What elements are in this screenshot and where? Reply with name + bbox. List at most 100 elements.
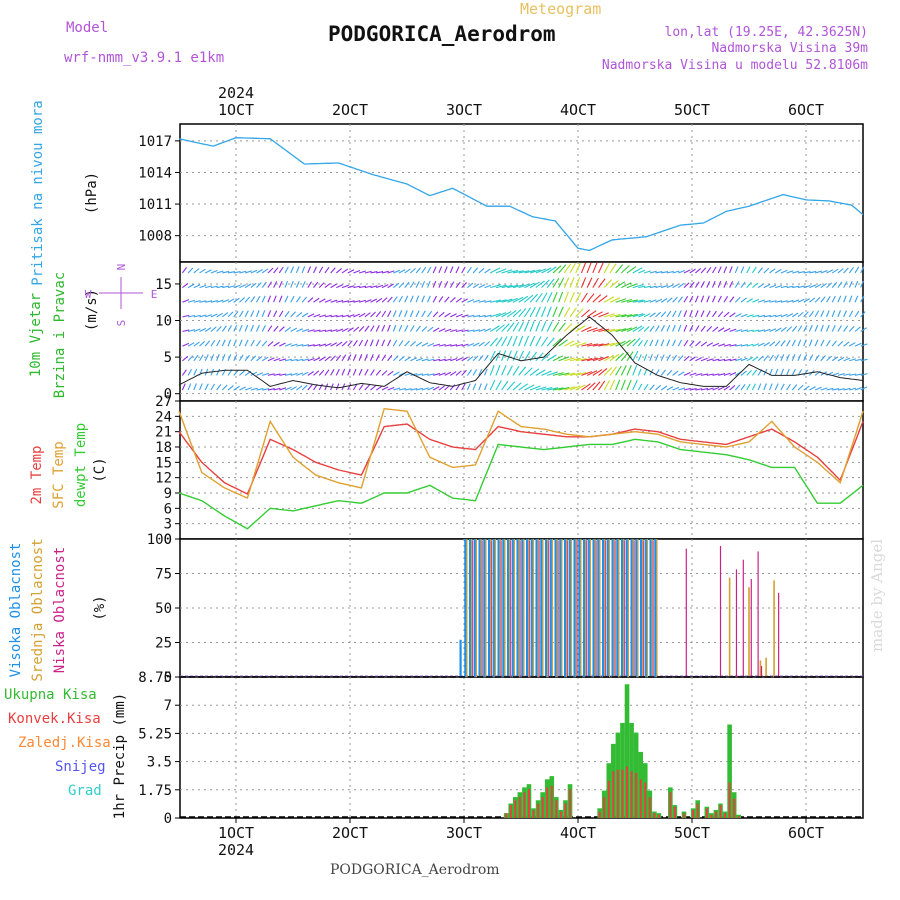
wind-arrow-14	[187, 342, 195, 347]
wind-arrow-738	[649, 270, 657, 274]
wind-arrow-729	[643, 270, 651, 274]
wind-arrow-600	[558, 356, 570, 362]
wind-arrow-559	[535, 280, 545, 289]
wind-arrow-201	[307, 313, 315, 318]
wind-arrow-376	[416, 373, 424, 376]
wind-arrow-868	[729, 328, 737, 333]
wind-arrow-212	[313, 343, 321, 347]
precip-conv-bar-20	[621, 769, 624, 818]
wind-arrow-113	[250, 339, 255, 347]
wind-arrow-76	[227, 325, 232, 332]
wind-arrow-382	[421, 326, 428, 332]
wind-arrow-828	[706, 266, 712, 274]
wind-arrow-662	[598, 343, 610, 347]
wind-arrow-810	[695, 268, 702, 274]
wind-arrow-970	[791, 368, 796, 376]
wind-arrow-94	[238, 324, 243, 332]
wind-arrow-1014	[820, 355, 826, 362]
wind-arrow-435	[455, 313, 463, 318]
wind-arrow-567	[541, 267, 552, 274]
wind-arrow-314	[375, 385, 383, 391]
wind-arrow-924	[763, 355, 769, 362]
cloud-high-bar-6	[487, 539, 491, 677]
wind-arrow-303	[370, 354, 374, 361]
wind-arrow-640	[586, 277, 593, 288]
wind-arrow-717	[632, 350, 639, 362]
cloud-high-bar-3	[473, 539, 476, 677]
wind-arrow-354	[404, 310, 408, 318]
wind-arrow-189	[301, 266, 306, 274]
wind-arrow-93	[238, 310, 244, 318]
wind-arrow-734	[643, 339, 649, 347]
wind-arrow-404	[432, 386, 440, 391]
wind-arrow-57	[216, 312, 223, 318]
wind-arrow-73	[227, 285, 235, 289]
wind-arrow-32	[199, 340, 205, 347]
precip-total-bar-21	[624, 684, 630, 818]
wind-arrow-20	[193, 300, 201, 303]
wind-arrow-711	[632, 267, 643, 274]
wind-arrow-173	[290, 295, 295, 303]
cloud-high-bar-19	[549, 539, 552, 677]
wind-arrow-578	[546, 292, 553, 303]
wind-arrow-123	[256, 356, 263, 362]
wind-arrow-330	[387, 354, 393, 362]
wind-arrow-691	[615, 365, 622, 376]
wind-arrow-502	[495, 364, 501, 376]
wind-arrow-256	[341, 327, 349, 332]
wind-arrow-60	[216, 354, 220, 361]
wind-arrow-884	[740, 297, 747, 303]
top-xtick-3: 4OCT	[560, 101, 596, 119]
wind-arrow-903	[752, 314, 760, 318]
wind-arrow-779	[672, 339, 676, 347]
cloud-mid-bar-21	[561, 539, 563, 677]
wind-arrow-773	[666, 386, 674, 391]
wind-arrow-251	[335, 383, 340, 391]
cloud-mid-bar-15	[532, 539, 535, 677]
wind-arrow-181	[295, 280, 300, 288]
ytick-label-cloud-0: 100	[147, 532, 172, 548]
precip-conv-bar-3	[518, 797, 521, 818]
wind-arrow-282	[358, 312, 366, 318]
wind-arrow-547	[524, 367, 533, 376]
wind-arrow-893	[746, 298, 754, 303]
wind-arrow-633	[581, 309, 591, 318]
precip-conv-bar-16	[603, 797, 606, 818]
cloud-low-bar-18	[548, 540, 550, 677]
wind-arrow-877	[735, 329, 743, 333]
wind-arrow-896	[746, 343, 754, 347]
wind-arrow-446	[461, 343, 469, 347]
wind-arrow-958	[786, 326, 793, 332]
wind-arrow-588	[552, 306, 558, 318]
cloud-high-bar-23	[568, 539, 571, 677]
wind-arrow-798	[683, 355, 690, 362]
wind-arrow-428	[450, 344, 458, 347]
cloud-high-bar-37	[635, 539, 638, 677]
wind-arrow-30	[199, 314, 207, 318]
wind-arrow-506	[501, 298, 513, 303]
wind-arrow-982	[803, 284, 811, 289]
cloud-mid-bar-16	[537, 539, 539, 677]
wind-arrow-927	[769, 268, 776, 274]
wind-arrow-386	[421, 387, 429, 391]
wind-arrow-886	[740, 329, 748, 333]
wind-arrow-255	[341, 314, 349, 318]
wind-arrow-966	[792, 312, 799, 318]
wind-arrow-844	[712, 373, 720, 376]
wind-arrow-170	[284, 386, 292, 391]
wind-arrow-360	[410, 267, 416, 274]
wind-arrow-336	[392, 310, 397, 318]
wind-arrow-252	[341, 268, 349, 274]
wind-arrow-636	[581, 357, 593, 362]
wind-arrow-485	[484, 383, 488, 391]
wind-arrow-1040	[837, 340, 844, 347]
wind-arrow-384	[421, 358, 429, 362]
wind-arrow-298	[370, 285, 378, 289]
wind-arrow-319	[381, 324, 386, 332]
wind-arrow-983	[803, 298, 810, 303]
station-title: PODGORICA_Aerodrom	[328, 22, 556, 46]
wind-arrow-262	[347, 285, 355, 289]
wind-arrow-1052	[843, 387, 851, 391]
wind-arrow-318	[381, 310, 387, 318]
wind-arrow-344	[398, 295, 403, 303]
